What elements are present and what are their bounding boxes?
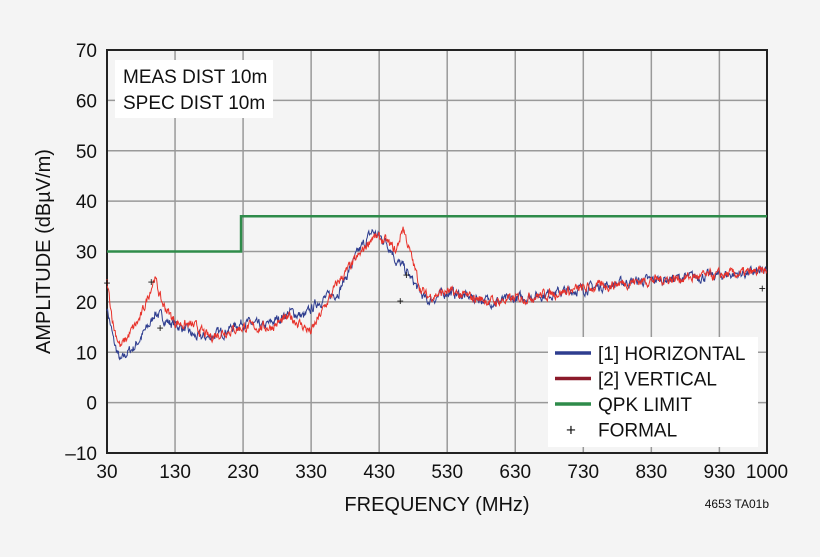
y-tick-label: 70: [76, 41, 97, 62]
x-tick-label: 230: [227, 462, 259, 483]
x-tick-label: 730: [567, 462, 599, 483]
y-tick-label: 10: [76, 343, 97, 364]
series-line-2: [106, 226, 768, 348]
x-tick-label: 430: [363, 462, 395, 483]
y-tick-label: 40: [76, 192, 97, 213]
formal-marker: +: [759, 281, 766, 295]
y-tick-label: 0: [86, 394, 97, 415]
qpk-limit-line: [107, 214, 767, 253]
y-tick-label: 30: [76, 243, 97, 264]
formal-marker: +: [148, 275, 155, 289]
annotation-box: [115, 60, 273, 118]
legend-label: [2] VERTICAL: [598, 370, 717, 391]
legend-label: FORMAL: [598, 421, 677, 442]
y-tick-label: 50: [76, 142, 97, 163]
x-tick-label: 630: [499, 462, 531, 483]
annotation-text: MEAS DIST 10m: [123, 67, 267, 88]
y-tick-label: –10: [65, 444, 97, 465]
legend-label: [1] HORIZONTAL: [598, 344, 745, 365]
y-tick-label: 60: [76, 91, 97, 112]
legend-label: QPK LIMIT: [598, 395, 692, 416]
formal-marker: +: [157, 321, 164, 335]
x-axis-label: FREQUENCY (MHz): [344, 494, 529, 516]
x-tick-label: 30: [96, 462, 117, 483]
y-tick-label: 20: [76, 293, 97, 314]
annotation-text: SPEC DIST 10m: [123, 93, 265, 114]
x-tick-label: 530: [431, 462, 463, 483]
formal-marker: +: [103, 276, 110, 290]
x-tick-label: 830: [635, 462, 667, 483]
formal-marker: +: [397, 294, 404, 308]
formal-marker: +: [403, 268, 410, 282]
x-tick-label: 330: [295, 462, 327, 483]
x-tick-label: 1000: [746, 462, 788, 483]
x-tick-label: 130: [159, 462, 191, 483]
legend-box: [548, 337, 758, 447]
x-tick-label: 930: [704, 462, 736, 483]
y-axis-label: AMPLITUDE (dBµV/m): [33, 149, 55, 354]
legend-marker-formal: +: [566, 421, 576, 440]
figure-id: 4653 TA01b: [705, 497, 770, 511]
